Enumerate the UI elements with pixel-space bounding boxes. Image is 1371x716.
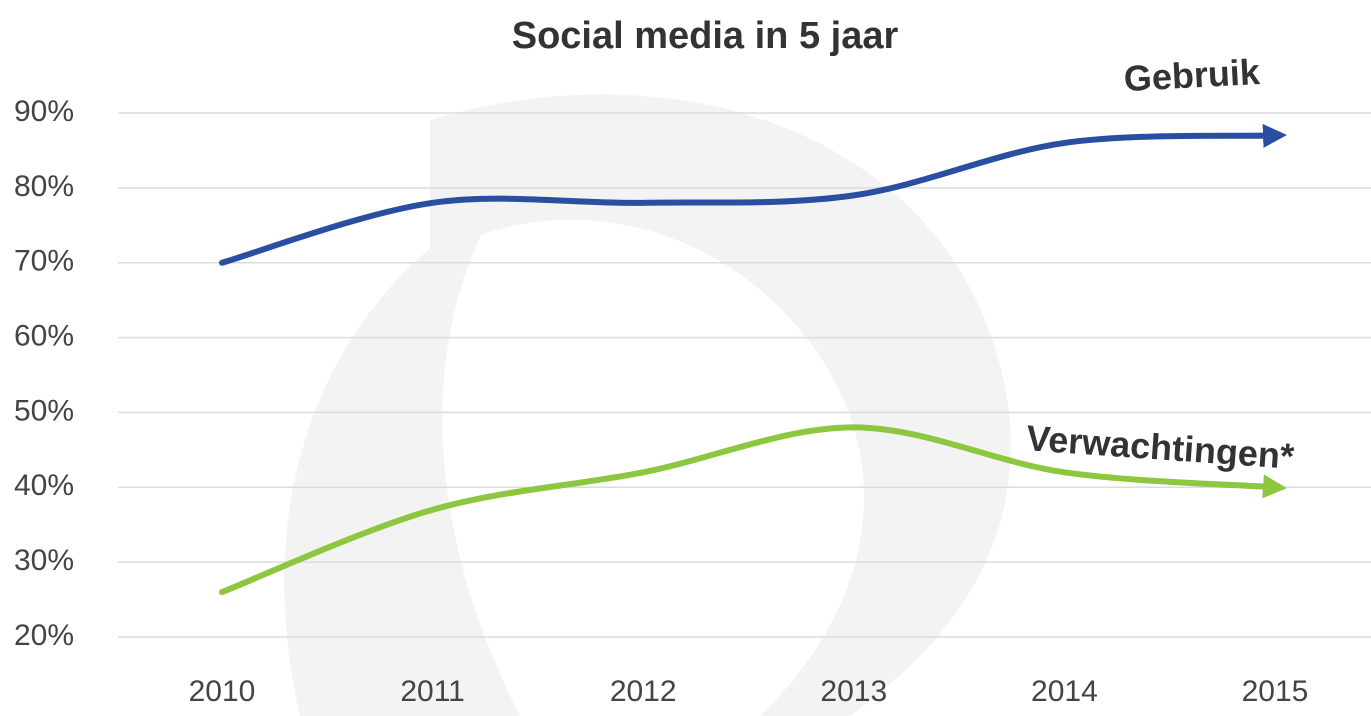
x-tick-label: 2012 bbox=[610, 675, 677, 708]
series-label: Verwachtingen* bbox=[1025, 417, 1295, 477]
x-tick-label: 2011 bbox=[400, 675, 465, 708]
y-tick-label: 20% bbox=[14, 619, 74, 652]
x-tick-label: 2010 bbox=[189, 675, 256, 708]
y-tick-label: 40% bbox=[14, 469, 74, 502]
y-tick-label: 50% bbox=[14, 394, 74, 427]
y-tick-label: 70% bbox=[14, 245, 74, 278]
series-line bbox=[219, 424, 1287, 596]
chart-title: Social media in 5 jaar bbox=[512, 15, 899, 57]
x-tick-label: 2014 bbox=[1031, 675, 1098, 708]
y-tick-label: 80% bbox=[14, 170, 74, 203]
series-label: Gebruik bbox=[1123, 51, 1262, 99]
x-tick-label: 2015 bbox=[1242, 675, 1309, 708]
watermark bbox=[284, 94, 1011, 716]
y-tick-label: 30% bbox=[14, 544, 74, 577]
x-tick-label: 2013 bbox=[820, 675, 887, 708]
y-tick-label: 60% bbox=[14, 319, 74, 352]
y-tick-label: 90% bbox=[14, 95, 74, 128]
series-line bbox=[219, 123, 1287, 266]
